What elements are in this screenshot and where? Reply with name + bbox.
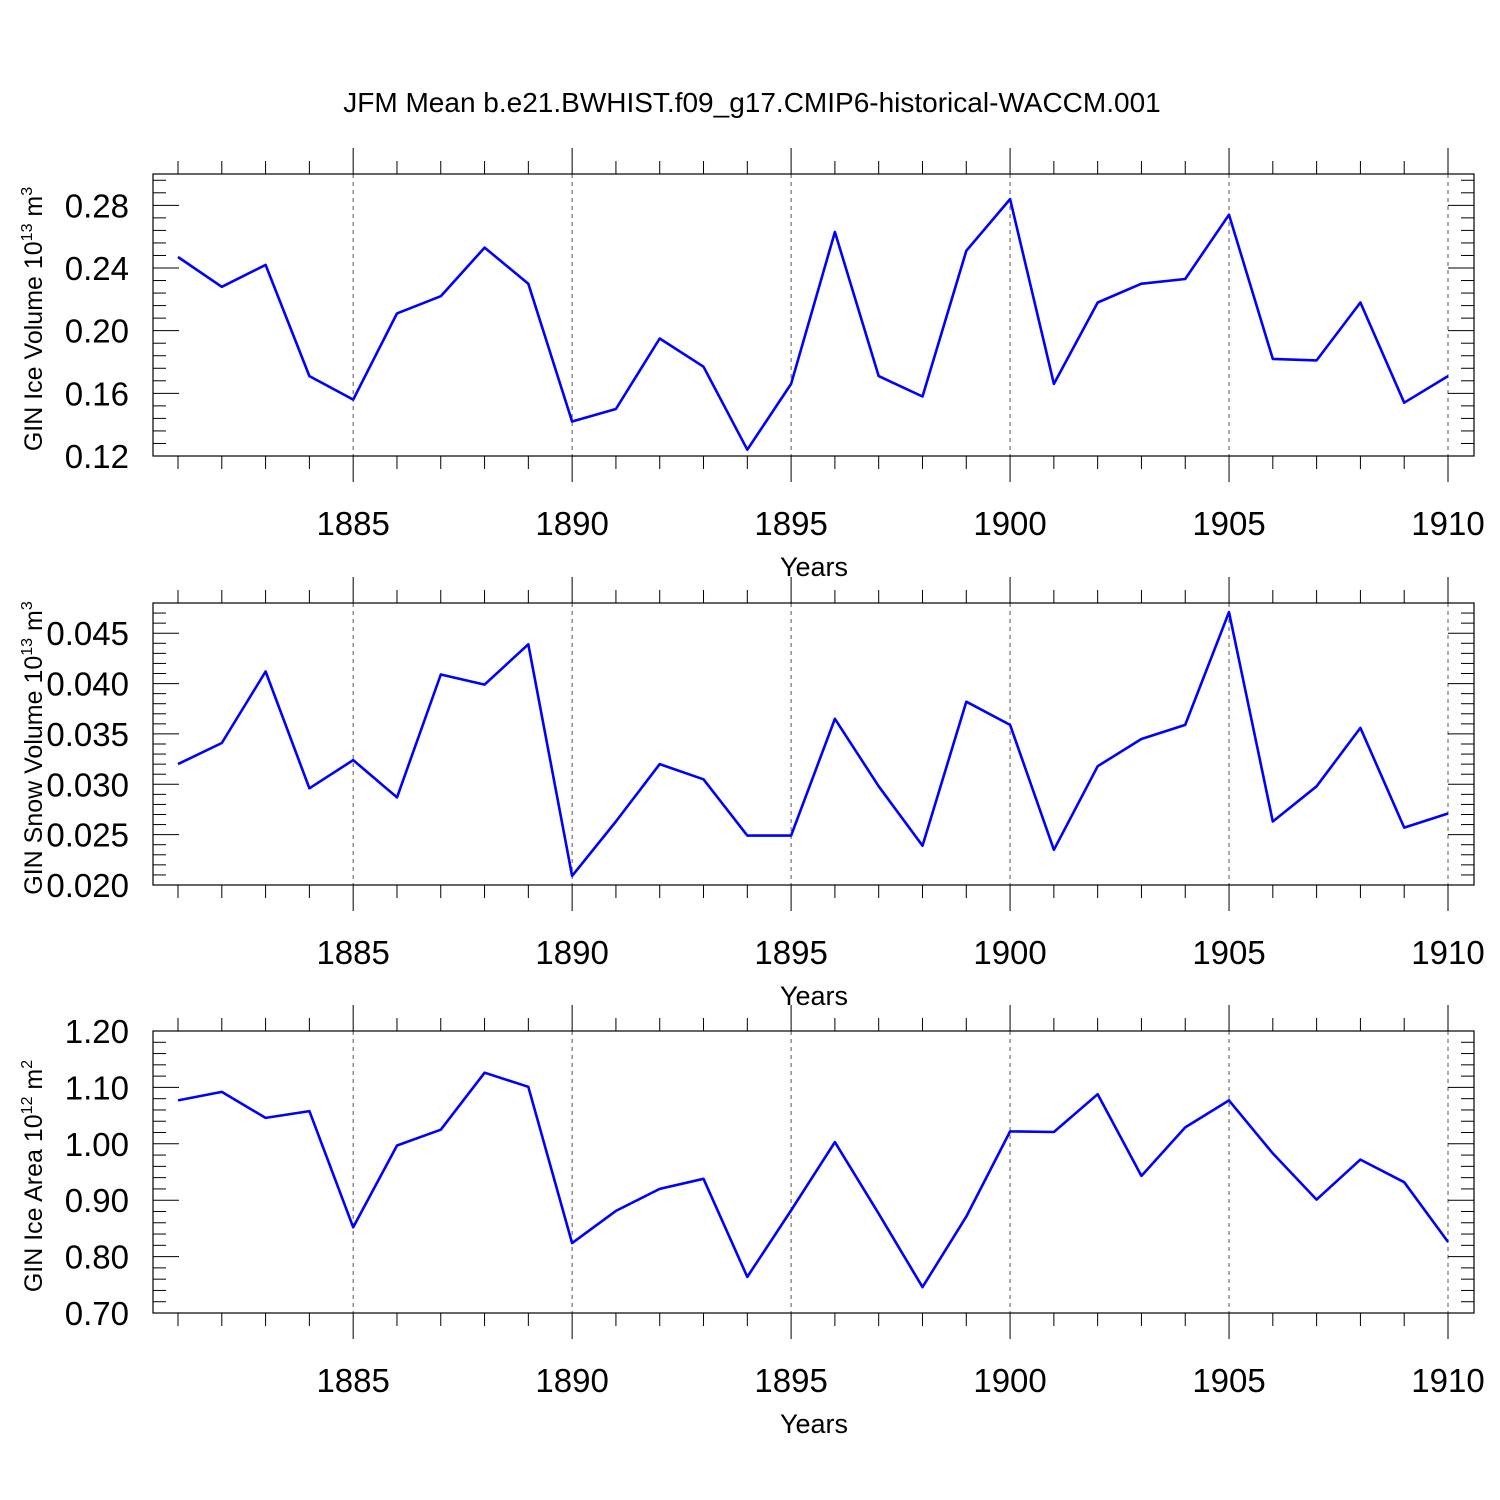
- y-axis-label-superscript: 13: [19, 638, 36, 656]
- y-tick-label: 0.030: [46, 766, 129, 803]
- y-axis-label: GIN Snow Volume 1013 m3: [19, 601, 48, 895]
- series-line: [177, 197, 1449, 452]
- y-axis-label-superscript: 13: [19, 223, 36, 241]
- series-line: [177, 1071, 1450, 1289]
- y-tick-label: 0.20: [65, 313, 129, 350]
- x-tick-label: 1905: [1192, 934, 1265, 971]
- y-axis-label-part: m: [20, 196, 48, 224]
- y-axis-label-part: m: [20, 610, 48, 638]
- y-axis-label-superscript: 3: [19, 187, 36, 196]
- x-tick-label: 1895: [754, 1362, 827, 1399]
- y-tick-label: 0.035: [46, 716, 129, 753]
- plot-frame: [152, 1030, 1475, 1314]
- series-line: [177, 610, 1449, 878]
- y-tick-label: 1.10: [65, 1069, 129, 1106]
- y-axis-label-part: GIN Ice Area 10: [20, 1114, 48, 1292]
- y-tick-label: 1.20: [65, 1013, 129, 1050]
- y-axis-label-superscript: 3: [19, 601, 36, 610]
- x-tick-label: 1890: [535, 1362, 608, 1399]
- x-tick-label: 1885: [316, 934, 389, 971]
- x-axis-label: Years: [780, 1409, 848, 1439]
- panel-3: 0.70 0.80 0.90 1.00 1.10 1.20 1885 1890 1895 1900…: [19, 1005, 1485, 1439]
- panel-2: 0.020 0.025 0.030 0.035 0.040 0.045 1885 1890 18…: [19, 577, 1485, 1011]
- x-tick-label: 1900: [973, 934, 1046, 971]
- plot-frame: [152, 173, 1475, 457]
- x-tick-label: 1885: [316, 505, 389, 542]
- y-tick-label: 0.045: [46, 615, 129, 652]
- y-tick-label: 1.00: [65, 1126, 129, 1163]
- y-tick-label: 0.020: [46, 867, 129, 904]
- panels: 0.12 0.16 0.20 0.24 0.28 1885 1890 1895 1900 1905…: [19, 148, 1485, 1439]
- x-axis-label: Years: [780, 552, 848, 582]
- x-tick-label: 1890: [535, 505, 608, 542]
- y-tick-label: 0.040: [46, 666, 129, 703]
- x-tick-label: 1910: [1411, 1362, 1484, 1399]
- y-tick-label: 0.80: [65, 1239, 129, 1276]
- y-axis-label-superscript: 2: [19, 1060, 36, 1069]
- y-axis-label: GIN Ice Volume 1013 m3: [19, 187, 48, 451]
- y-axis-label-part: GIN Ice Volume 10: [20, 241, 48, 451]
- y-axis-label: GIN Ice Area 1012 m2: [19, 1060, 48, 1292]
- y-axis-label-part: GIN Snow Volume 10: [20, 656, 48, 895]
- x-tick-label: 1910: [1411, 505, 1484, 542]
- x-tick-label: 1895: [754, 934, 827, 971]
- y-axis-label-superscript: 12: [19, 1096, 36, 1114]
- x-tick-label: 1910: [1411, 934, 1484, 971]
- y-tick-label: 0.24: [65, 250, 129, 287]
- plot-frame: [152, 602, 1475, 886]
- x-axis-label: Years: [780, 981, 848, 1011]
- y-tick-label: 0.12: [65, 438, 129, 475]
- x-tick-label: 1905: [1192, 1362, 1265, 1399]
- y-tick-label: 0.28: [65, 187, 129, 224]
- y-axis-label-part: m: [20, 1069, 48, 1097]
- panel-1: 0.12 0.16 0.20 0.24 0.28 1885 1890 1895 1900 1905…: [19, 148, 1485, 582]
- x-tick-label: 1900: [973, 1362, 1046, 1399]
- x-tick-label: 1905: [1192, 505, 1265, 542]
- y-tick-label: 0.16: [65, 375, 129, 412]
- y-tick-label: 0.90: [65, 1182, 129, 1219]
- x-tick-label: 1885: [316, 1362, 389, 1399]
- y-tick-label: 0.70: [65, 1295, 129, 1332]
- chart-title: JFM Mean b.e21.BWHIST.f09_g17.CMIP6-hist…: [343, 87, 1160, 118]
- x-tick-label: 1895: [754, 505, 827, 542]
- y-tick-label: 0.025: [46, 817, 129, 854]
- x-tick-label: 1900: [973, 505, 1046, 542]
- x-tick-label: 1890: [535, 934, 608, 971]
